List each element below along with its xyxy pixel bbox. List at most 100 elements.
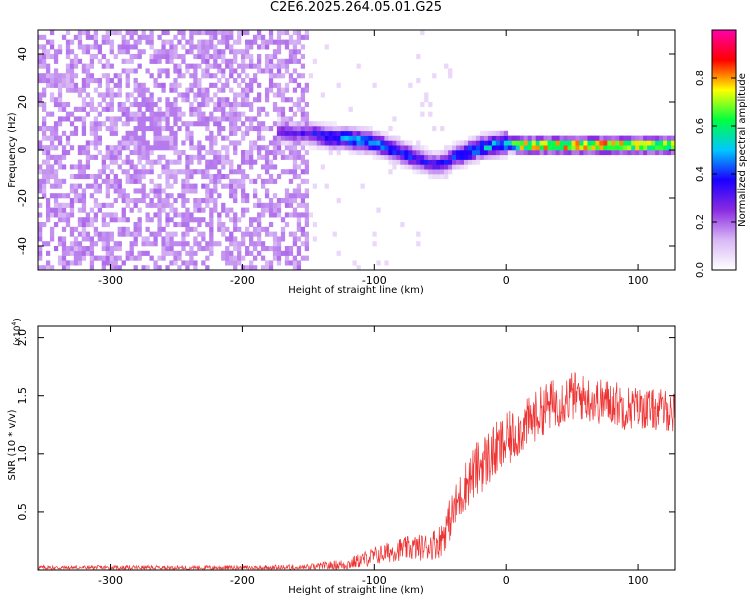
spectrogram-cell [245, 92, 250, 98]
spectrogram-cell [153, 121, 158, 127]
spectrogram-cell [229, 159, 234, 165]
spectrogram-cell [137, 116, 142, 122]
spectrogram-cell [563, 150, 568, 156]
spectrogram-cell [181, 198, 186, 204]
spectrogram-cell [133, 169, 138, 175]
spectrogram-cell [233, 126, 238, 132]
spectrogram-cell [197, 154, 202, 160]
spectrogram-cell [245, 87, 250, 93]
spectrogram-cell [603, 145, 608, 151]
spectrogram-cell [292, 260, 298, 266]
spectrogram-cell [209, 198, 214, 204]
spectrogram-cell [145, 34, 150, 40]
spectrogram-cell [173, 241, 178, 247]
spectrogram-cell [125, 140, 130, 146]
spectrogram-cell [511, 145, 517, 151]
spectrogram-cell [268, 30, 274, 36]
spectrogram-cell [157, 111, 162, 117]
spectrogram-cell [241, 265, 246, 270]
spectrogram-cell [113, 145, 118, 151]
spectrogram-cell [97, 207, 102, 213]
spectrogram-cell [65, 250, 71, 256]
spectrogram-cell [145, 126, 150, 132]
spectrogram-cell [57, 260, 63, 266]
spectrogram-cell [260, 68, 266, 74]
spectrogram-cell [185, 92, 190, 98]
spectrogram-cell [260, 39, 266, 45]
spectrogram-cell [503, 135, 509, 141]
spectrogram-cell [276, 106, 282, 112]
spectrogram-cell [129, 30, 134, 36]
spectrogram-cell [400, 145, 405, 151]
spectrogram-cell [165, 250, 170, 256]
spectrogram-cell [229, 34, 234, 40]
spectrogram-cell [217, 68, 222, 74]
spectrogram-cell [81, 198, 87, 204]
spectrogram-cell [249, 222, 254, 228]
spectrogram-cell [197, 49, 202, 55]
spectrogram-cell [205, 174, 210, 180]
spectrogram-cell [324, 130, 329, 136]
spectrogram-cell [93, 116, 99, 122]
spectrogram-cell [217, 30, 222, 36]
spectrogram-cell [185, 130, 190, 136]
spectrogram-cell [460, 145, 465, 151]
spectrogram-cell [109, 102, 114, 108]
spectrogram-cell [284, 198, 290, 204]
spectrogram-cell [436, 164, 441, 170]
spectrogram-cell [256, 44, 262, 50]
spectrogram-cell [296, 217, 302, 223]
spectrogram-cell [300, 255, 306, 261]
spectrogram-cell [49, 207, 55, 213]
spectrogram-cell [57, 97, 63, 103]
snr-y-ticks: 0.51.01.52.0 [16, 329, 675, 521]
spectrogram-cell [264, 111, 270, 117]
spectrogram-cell [448, 169, 453, 175]
spectrogram-cell [491, 154, 497, 160]
spectrogram-cell [165, 58, 170, 64]
spectrogram-cell [599, 150, 604, 156]
spectrogram-cell [97, 255, 102, 261]
spectrogram-cell [479, 140, 485, 146]
spectrogram-cell [189, 87, 194, 93]
spectrogram-cell [61, 217, 67, 223]
spectrogram-cell [125, 198, 130, 204]
spectrogram-cell [280, 92, 286, 98]
spectrogram-cell [137, 150, 142, 156]
spectrogram-cell [209, 44, 214, 50]
spectrogram-cell [264, 63, 270, 69]
spectrogram-cell [161, 202, 166, 208]
spectrogram-cell [53, 58, 59, 64]
spectrogram-cell [209, 241, 214, 247]
spectrogram-cell [448, 150, 453, 156]
spectrogram-cell [312, 236, 317, 242]
spectrogram-cell [452, 140, 457, 146]
spectrogram-cell [209, 150, 214, 156]
spectrogram-cell [280, 73, 286, 79]
spectrogram-cell [332, 231, 337, 237]
spectrogram-cell [85, 246, 91, 252]
spectrogram-cell [456, 150, 461, 156]
spectrogram-cell [149, 39, 154, 45]
spectrogram-cell [288, 145, 294, 151]
spectrogram-cell [280, 111, 286, 117]
spectrogram-cell [463, 154, 469, 160]
spectrogram-cell [173, 63, 178, 69]
spectrogram-cell [69, 164, 75, 170]
spectrogram-cell [300, 116, 306, 122]
spectrogram-cell [145, 106, 150, 112]
snr-line [38, 372, 675, 570]
spectrogram-cell [41, 130, 47, 136]
spectrogram-cell [97, 169, 102, 175]
spectrogram-cell [133, 30, 138, 36]
spectrogram-cell [280, 150, 286, 156]
spectrogram-cell [296, 202, 302, 208]
spectrogram-cell [153, 54, 158, 60]
spectrogram-cell [45, 260, 51, 266]
spectrogram-cell [93, 154, 99, 160]
spectrogram-cell [229, 102, 234, 108]
spectrogram-cell [61, 260, 67, 266]
spectrogram-cell [217, 169, 222, 175]
spectrogram-cell [205, 54, 210, 60]
